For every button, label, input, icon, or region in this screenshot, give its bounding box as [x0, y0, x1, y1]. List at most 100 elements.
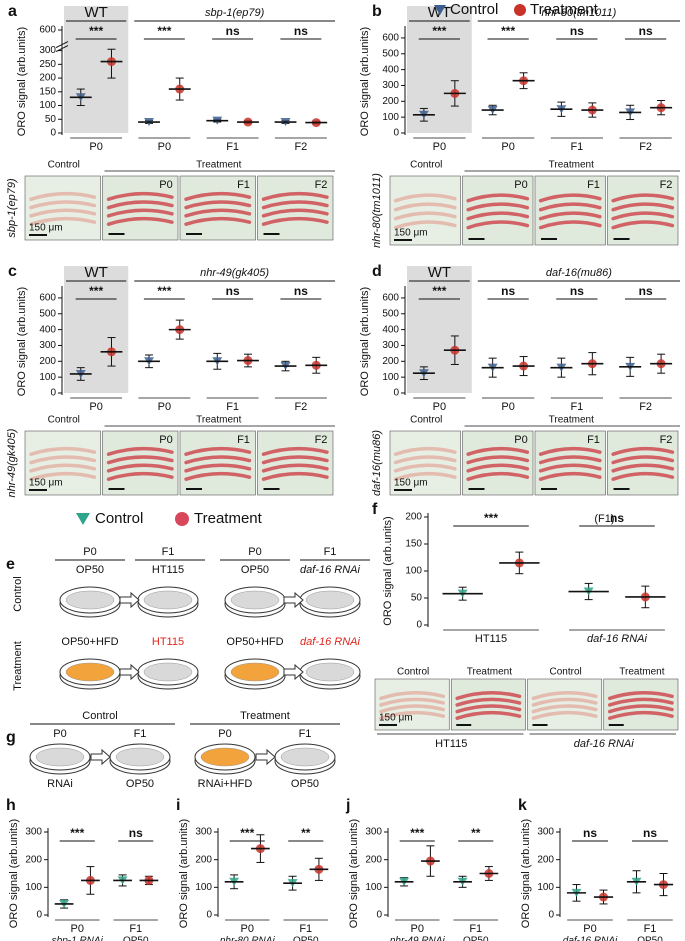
label: 500: [382, 48, 399, 59]
worm: [393, 193, 457, 203]
worm: [184, 200, 252, 210]
label: d: [372, 263, 382, 280]
label: 100: [365, 882, 382, 893]
label: F1: [134, 728, 147, 740]
label: Control: [450, 1, 498, 18]
label: P0: [158, 401, 171, 413]
label: ORO signal (arb.units): [8, 819, 20, 928]
label: 300: [537, 827, 554, 838]
worm: [466, 446, 530, 456]
label: (F1): [594, 513, 614, 525]
label: P0: [514, 179, 527, 191]
label: ***: [240, 826, 254, 840]
label: daf-16(mu86): [371, 430, 383, 496]
worm: [29, 200, 97, 210]
worm: [184, 471, 252, 481]
label: 100: [39, 372, 56, 383]
micrograph: [24, 430, 101, 496]
worm: [455, 690, 522, 701]
arrow: [255, 748, 276, 766]
worm: [184, 208, 252, 218]
worm: [106, 446, 174, 456]
label: 200: [382, 96, 399, 107]
label: f: [372, 501, 378, 518]
label: F1: [226, 141, 239, 153]
label: sbp-1(ep79): [205, 7, 265, 19]
label: i: [176, 797, 180, 814]
label: HT115: [152, 564, 184, 576]
worm: [106, 191, 174, 201]
label: ns: [610, 511, 624, 525]
label: ***: [89, 24, 103, 38]
arrow: [90, 748, 111, 766]
wt-shade: [407, 266, 472, 393]
label: P0: [158, 141, 171, 153]
worm: [538, 463, 602, 473]
label: ns: [294, 24, 308, 38]
label: 100: [405, 566, 422, 577]
label: 200: [25, 854, 42, 865]
label: F1: [162, 546, 175, 558]
label: 0: [548, 910, 554, 921]
worm: [29, 471, 97, 481]
label: P0: [501, 401, 514, 413]
label: HT115: [435, 738, 467, 750]
label: F1: [299, 923, 312, 935]
label: Treatment: [196, 415, 241, 426]
label: P0: [89, 401, 102, 413]
label: Treatment: [619, 667, 664, 678]
label: 200: [195, 854, 212, 865]
label: Control: [48, 415, 80, 426]
worm: [466, 463, 530, 473]
wt-shade: [64, 6, 129, 133]
label: P0: [159, 179, 172, 191]
label: nhr-80(tm1011): [541, 7, 616, 19]
micrograph: [534, 430, 606, 496]
label: F1: [570, 141, 583, 153]
worm: [611, 220, 675, 230]
label: ns: [570, 284, 584, 298]
label: ORO signal (arb.units): [16, 27, 28, 136]
worm: [379, 690, 446, 701]
legend-marker: [514, 4, 526, 16]
label: 150 μm: [394, 478, 428, 489]
worm: [611, 446, 675, 456]
label: nhr-80(tm1011): [371, 173, 383, 248]
worm: [29, 208, 97, 218]
label: F2: [660, 179, 673, 191]
worm: [261, 216, 329, 226]
label: ORO signal (arb.units): [178, 819, 190, 928]
label: Treatment: [240, 710, 290, 722]
label: Treatment: [194, 510, 263, 527]
worm: [531, 690, 598, 701]
label: 300: [25, 827, 42, 838]
label: 600: [39, 25, 56, 36]
label: nhr-49 RNAi: [390, 936, 446, 941]
food: [200, 747, 250, 767]
worm: [184, 191, 252, 201]
label: 0: [376, 910, 382, 921]
label: F1: [469, 923, 482, 935]
label: P0: [71, 923, 84, 935]
label: 200: [39, 356, 56, 367]
label: Control: [410, 160, 442, 171]
label: ns: [639, 24, 653, 38]
label: F2: [315, 434, 328, 446]
worm: [261, 463, 329, 473]
worm: [455, 710, 522, 720]
micrograph: [179, 430, 256, 496]
worm: [466, 202, 530, 212]
micrograph: [462, 175, 534, 246]
micrograph: [102, 430, 179, 496]
label: OP50: [463, 936, 489, 941]
label: 600: [382, 293, 399, 304]
label: P0: [53, 728, 66, 740]
worm: [106, 455, 174, 465]
worm: [29, 191, 97, 201]
label: OP50: [637, 936, 663, 941]
label: 0: [393, 128, 399, 139]
worm: [455, 697, 522, 707]
worm: [538, 446, 602, 456]
label: OP50: [241, 564, 269, 576]
